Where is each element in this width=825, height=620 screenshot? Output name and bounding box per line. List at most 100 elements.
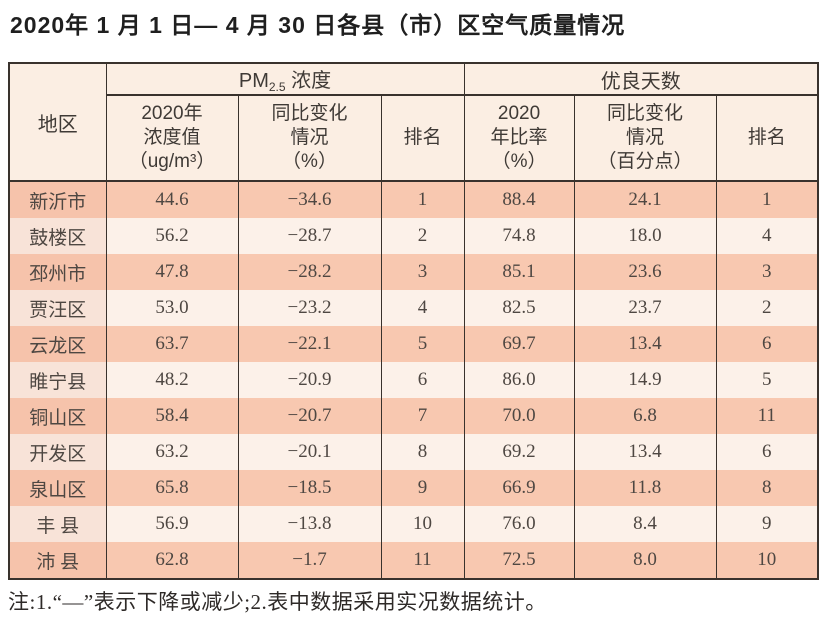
pm-change-cell: −20.1 [237,434,382,470]
good-change-cell: 13.4 [573,434,717,470]
pm-rank-cell: 2 [380,218,465,254]
good-rank-cell: 6 [715,326,819,362]
footnote: 注:1.“—”表示下降或减少;2.表中数据采用实况数据统计。 [8,590,547,614]
pm-rank-cell: 6 [380,362,465,398]
good-change-cell: 18.0 [573,218,717,254]
region-cell: 睢宁县 [8,362,107,398]
pm-rank-cell: 5 [380,326,465,362]
good-ratio-cell: 69.7 [463,326,575,362]
good-change-cell: 23.6 [573,254,717,290]
good-rank-cell: 1 [715,181,819,218]
good-ratio-cell: 70.0 [463,398,575,434]
table-row: 鼓楼区 56.2 −28.7 2 74.8 18.0 4 [8,218,819,254]
header-group-row: 地区 PM2.5 浓度 优良天数 [8,63,819,182]
header-pm25-group: PM2.5 浓度 [105,63,465,96]
good-ratio-cell: 86.0 [463,362,575,398]
good-change-cell: 8.0 [573,542,717,579]
good-rank-cell: 10 [715,542,819,579]
region-cell: 丰 县 [8,506,107,542]
good-ratio-cell: 85.1 [463,254,575,290]
pm-change-cell: −28.2 [237,254,382,290]
good-rank-cell: 9 [715,506,819,542]
table-row: 铜山区 58.4 −20.7 7 70.0 6.8 11 [8,398,819,434]
pm-rank-cell: 3 [380,254,465,290]
pm-change-cell: −28.7 [237,218,382,254]
pm-change-cell: −34.6 [237,181,382,218]
good-rank-cell: 5 [715,362,819,398]
pm-change-cell: −1.7 [237,542,382,579]
pm-rank-cell: 10 [380,506,465,542]
pm-change-cell: −20.9 [237,362,382,398]
region-cell: 鼓楼区 [8,218,107,254]
table-row: 沛 县 62.8 −1.7 11 72.5 8.0 10 [8,542,819,579]
good-rank-cell: 2 [715,290,819,326]
header-sub-row: 2020年 浓度值 （ug/m³） 同比变化 情况 （%） 排名 2020 年比… [9,95,819,182]
table-row: 丰 县 56.9 −13.8 10 76.0 8.4 9 [8,506,819,542]
header-good-change: 同比变化 情况 （百分点） [573,95,717,182]
pm-concentration-cell: 53.0 [105,290,239,326]
good-change-cell: 14.9 [573,362,717,398]
pm-change-cell: −23.2 [237,290,382,326]
good-ratio-cell: 88.4 [463,181,575,218]
good-rank-cell: 8 [715,470,819,506]
good-rank-cell: 6 [715,434,819,470]
pm-concentration-cell: 47.8 [105,254,239,290]
pm-change-cell: −18.5 [237,470,382,506]
air-quality-table: 地区 PM2.5 浓度 优良天数 2020年 浓度值 （ug/m³） 同比变化 … [8,62,820,580]
region-cell: 新沂市 [8,181,107,218]
header-pm-change: 同比变化 情况 （%） [237,95,382,182]
region-cell: 铜山区 [8,398,107,434]
region-cell: 泉山区 [8,470,107,506]
pm-concentration-cell: 65.8 [105,470,239,506]
pm-rank-cell: 1 [380,181,465,218]
pm-concentration-cell: 56.2 [105,218,239,254]
pm-rank-cell: 9 [380,470,465,506]
pm-change-cell: −20.7 [237,398,382,434]
good-change-cell: 8.4 [573,506,717,542]
region-cell: 云龙区 [8,326,107,362]
table-row: 云龙区 63.7 −22.1 5 69.7 13.4 6 [8,326,819,362]
region-cell: 贾汪区 [8,290,107,326]
pm-change-cell: −13.8 [237,506,382,542]
header-region: 地区 [8,63,107,182]
header-pm-rank: 排名 [380,95,465,182]
table-row: 开发区 63.2 −20.1 8 69.2 13.4 6 [8,434,819,470]
pm-concentration-cell: 63.2 [105,434,239,470]
pm25-subscript: 2.5 [268,80,286,94]
page-title: 2020年 1 月 1 日— 4 月 30 日各县（市）区空气质量情况 [10,12,626,38]
good-ratio-cell: 82.5 [463,290,575,326]
good-ratio-cell: 74.8 [463,218,575,254]
region-cell: 开发区 [8,434,107,470]
good-change-cell: 11.8 [573,470,717,506]
good-change-cell: 6.8 [573,398,717,434]
good-ratio-cell: 69.2 [463,434,575,470]
pm-rank-cell: 11 [380,542,465,579]
good-change-cell: 24.1 [573,181,717,218]
pm-concentration-cell: 62.8 [105,542,239,579]
pm-concentration-cell: 58.4 [105,398,239,434]
table-row: 泉山区 65.8 −18.5 9 66.9 11.8 8 [8,470,819,506]
good-rank-cell: 3 [715,254,819,290]
region-cell: 沛 县 [8,542,107,579]
pm-concentration-cell: 63.7 [105,326,239,362]
table-row: 邳州市 47.8 −28.2 3 85.1 23.6 3 [8,254,819,290]
pm-change-cell: −22.1 [237,326,382,362]
pm-rank-cell: 7 [380,398,465,434]
pm-rank-cell: 4 [380,290,465,326]
good-rank-cell: 11 [715,398,819,434]
pm25-prefix: PM [238,70,269,92]
pm-concentration-cell: 48.2 [105,362,239,398]
pm25-suffix: 浓度 [285,70,332,92]
header-good-rank: 排名 [715,95,819,182]
pm-concentration-cell: 44.6 [105,181,239,218]
good-ratio-cell: 66.9 [463,470,575,506]
table-body: 新沂市 44.6 −34.6 1 88.4 24.1 1 鼓楼区 56.2 −2… [8,181,819,579]
table-row: 新沂市 44.6 −34.6 1 88.4 24.1 1 [8,181,819,218]
header-good-ratio: 2020 年比率 （%） [463,95,575,182]
good-ratio-cell: 72.5 [463,542,575,579]
good-rank-cell: 4 [715,218,819,254]
table-row: 贾汪区 53.0 −23.2 4 82.5 23.7 2 [8,290,819,326]
good-ratio-cell: 76.0 [463,506,575,542]
pm-concentration-cell: 56.9 [105,506,239,542]
